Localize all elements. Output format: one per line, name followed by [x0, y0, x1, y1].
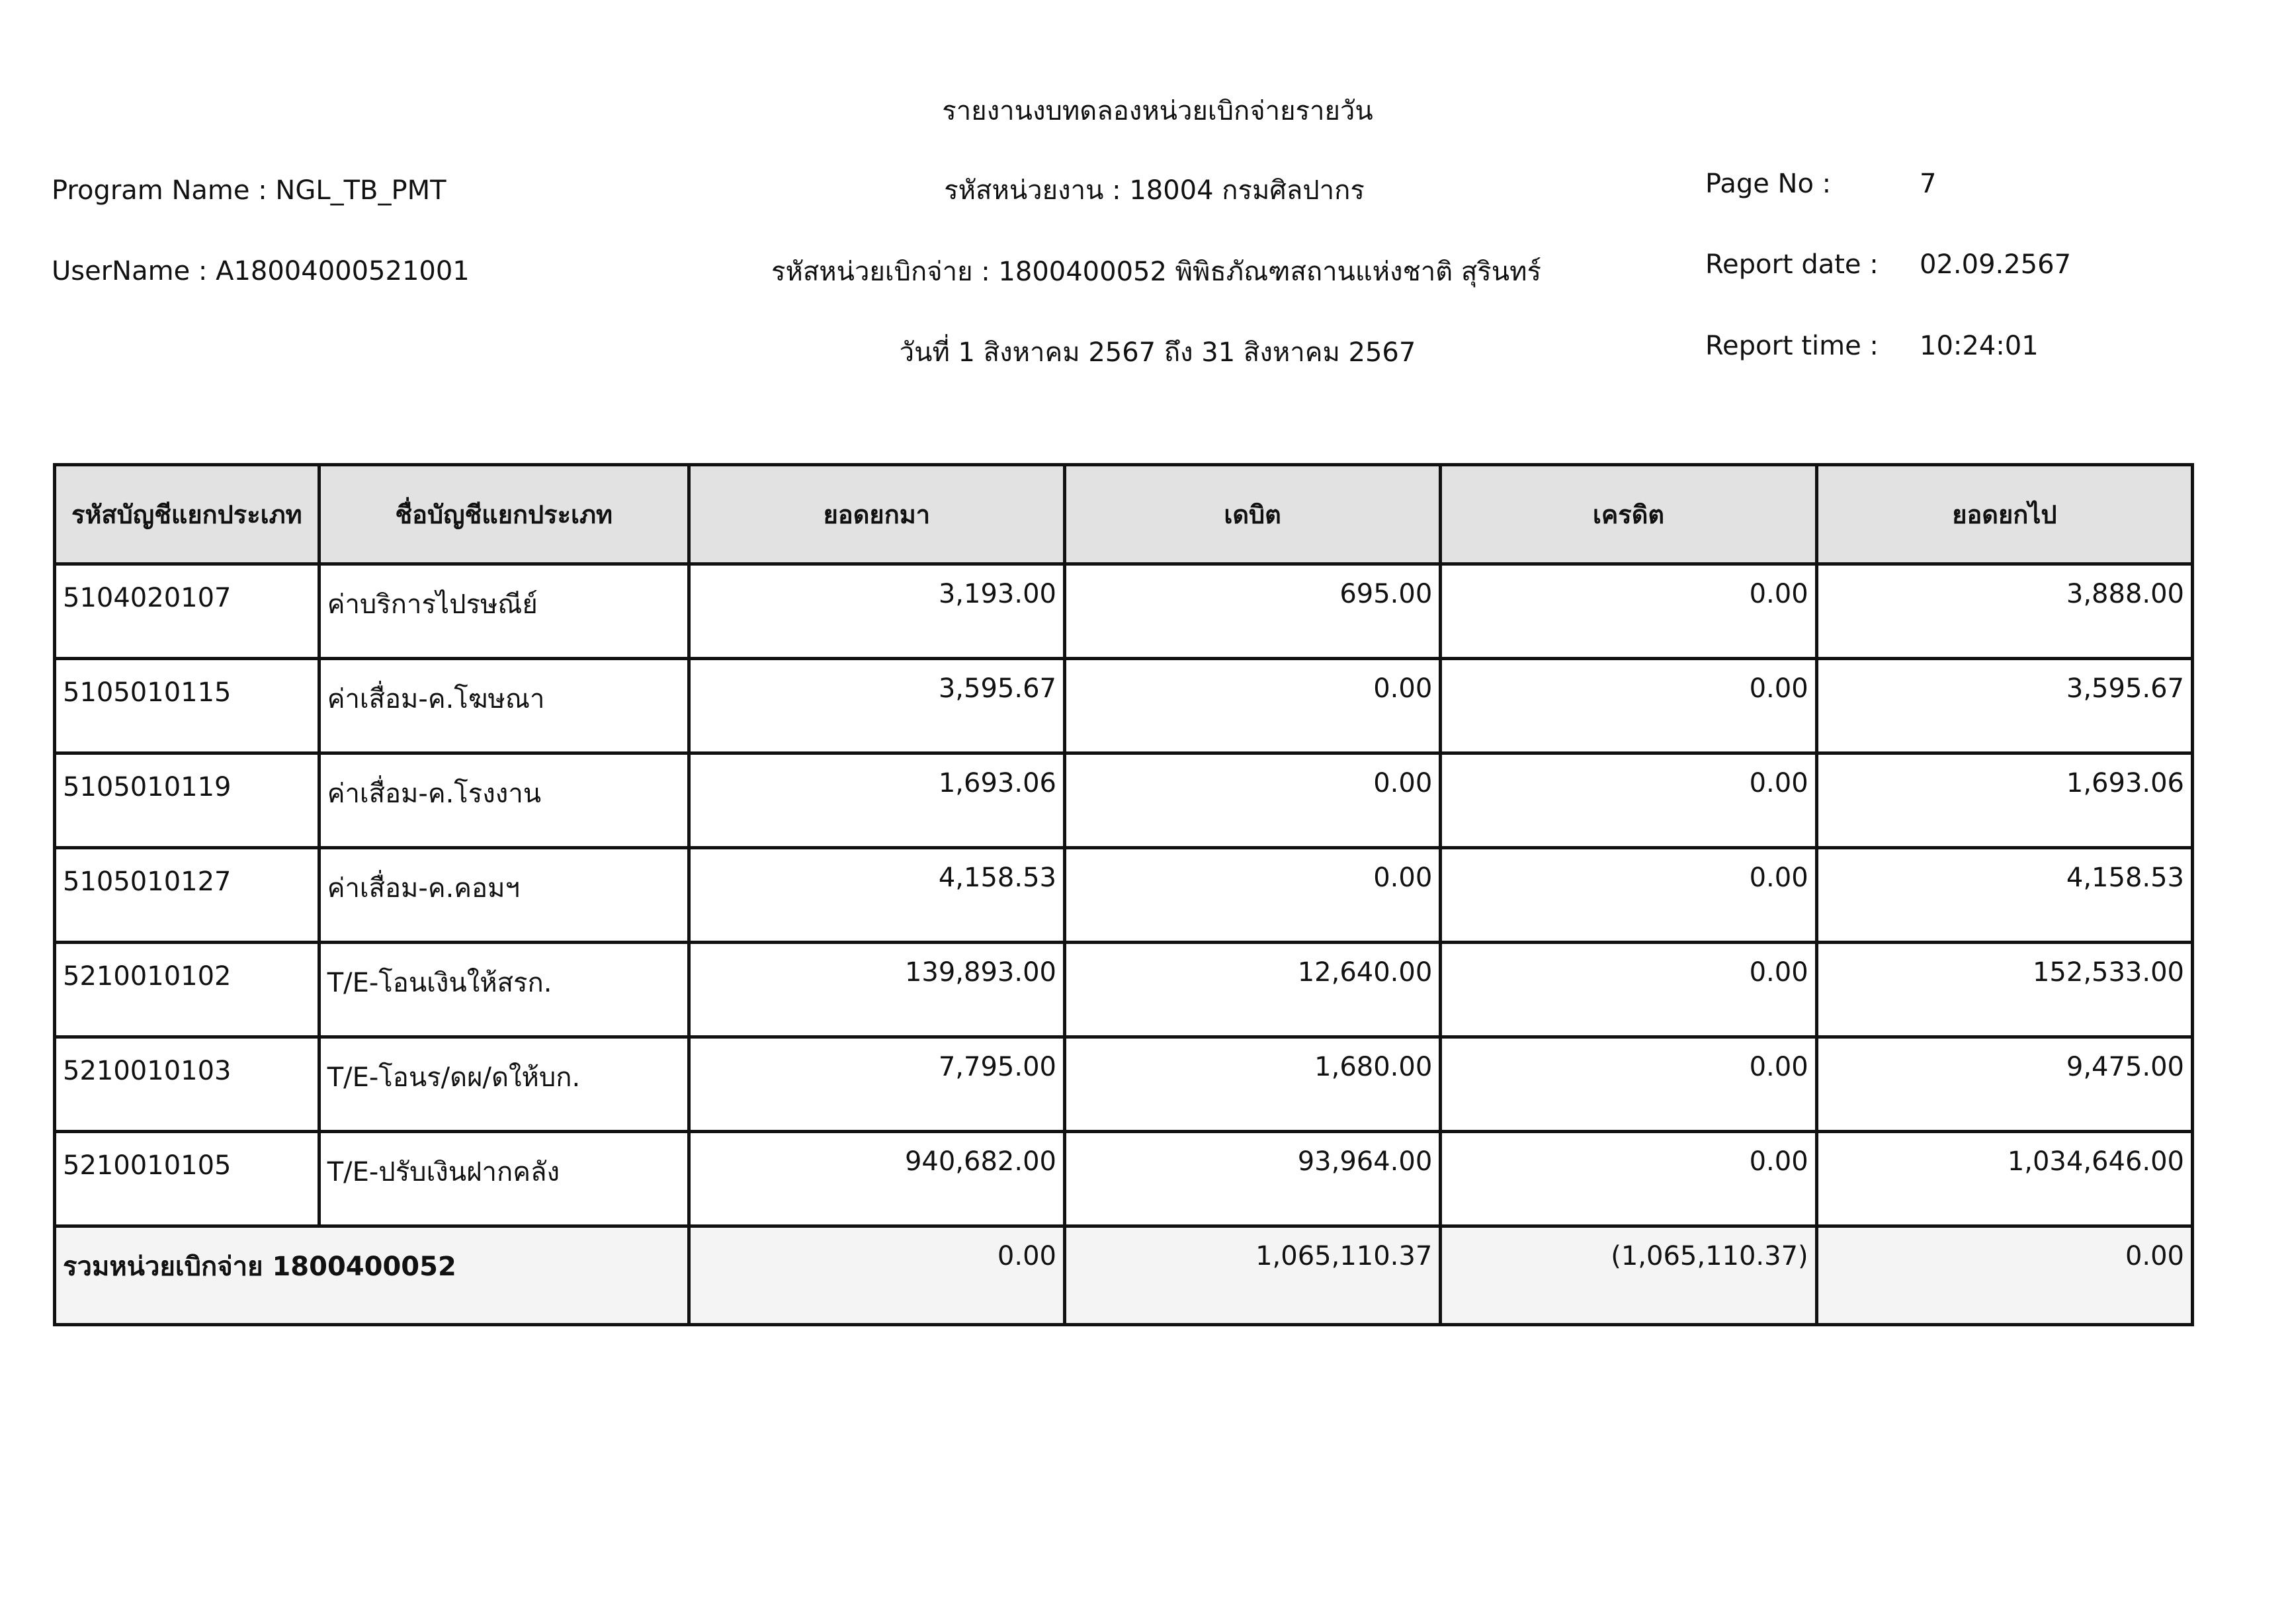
table-row: 5105010127 ค่าเสื่อม-ค.คอมฯ 4,158.53 0.00 0.… [53, 846, 2195, 944]
page-no-label: Page No : [1705, 169, 1832, 199]
carried-forward: 9,475.00 [1814, 1035, 2195, 1133]
debit: 12,640.00 [1062, 941, 1443, 1039]
brought-forward: 940,682.00 [687, 1130, 1066, 1228]
report-date: 02.09.2567 [1920, 249, 2072, 280]
debit: 695.00 [1062, 562, 1443, 660]
account-code: 5105010115 [53, 657, 321, 755]
column-header: เดบิต [1062, 463, 1443, 566]
carried-forward: 3,888.00 [1814, 562, 2195, 660]
credit: 0.00 [1439, 657, 1818, 755]
report-title: รายงานงบทดลองหน่วยเบิกจ่ายรายวัน [942, 96, 1373, 126]
table-row: 5210010103 T/E-โอนร/ดผ/ดให้บก. 7,795.00 1,6… [53, 1035, 2195, 1133]
account-name: T/E-ปรับเงินฝากคลัง [317, 1130, 691, 1228]
credit: 0.00 [1439, 1130, 1818, 1228]
disbursing-unit: รหัสหน่วยเบิกจ่าย : 1800400052 พิพิธภัณฑ… [771, 257, 1541, 287]
debit: 0.00 [1062, 657, 1443, 755]
account-name: T/E-โอนเงินให้สรก. [317, 941, 691, 1039]
account-code: 5210010102 [53, 941, 321, 1039]
carried-forward: 152,533.00 [1814, 941, 2195, 1039]
page-no: 7 [1920, 169, 1937, 199]
column-header: เครดิต [1439, 463, 1818, 566]
account-name: ค่าบริการไปรษณีย์ [317, 562, 691, 660]
account-name: ค่าเสื่อม-ค.โรงงาน [317, 751, 691, 849]
debit: 0.00 [1062, 751, 1443, 849]
credit: 0.00 [1439, 751, 1818, 849]
column-header: ยอดยกไป [1814, 463, 2195, 566]
table-row: 5210010105 T/E-ปรับเงินฝากคลัง 940,682.00 9… [53, 1130, 2195, 1228]
report-time-label: Report time : [1705, 331, 1879, 361]
account-name: ค่าเสื่อม-ค.โฆษณา [317, 657, 691, 755]
brought-forward: 3,595.67 [687, 657, 1066, 755]
carried-forward: 1,034,646.00 [1814, 1130, 2195, 1228]
total-credit: (1,065,110.37) [1439, 1224, 1818, 1326]
column-header: ชื่อบัญชีแยกประเภท [317, 463, 691, 566]
brought-forward: 7,795.00 [687, 1035, 1066, 1133]
column-header: ยอดยกมา [687, 463, 1066, 566]
agency: รหัสหน่วยงาน : 18004 กรมศิลปากร [944, 175, 1365, 206]
brought-forward: 4,158.53 [687, 846, 1066, 944]
table-row: 5105010115 ค่าเสื่อม-ค.โฆษณา 3,595.67 0.00 0… [53, 657, 2195, 755]
total-carried-forward: 0.00 [1814, 1224, 2195, 1326]
debit: 0.00 [1062, 846, 1443, 944]
table-row: 5210010102 T/E-โอนเงินให้สรก. 139,893.00 12… [53, 941, 2195, 1039]
table-row: 5105010119 ค่าเสื่อม-ค.โรงงาน 1,693.06 0.00… [53, 751, 2195, 849]
account-code: 5210010103 [53, 1035, 321, 1133]
brought-forward: 3,193.00 [687, 562, 1066, 660]
account-name: T/E-โอนร/ดผ/ดให้บก. [317, 1035, 691, 1133]
brought-forward: 139,893.00 [687, 941, 1066, 1039]
carried-forward: 3,595.67 [1814, 657, 2195, 755]
account-name: ค่าเสื่อม-ค.คอมฯ [317, 846, 691, 944]
program-name: Program Name : NGL_TB_PMT [52, 175, 446, 206]
total-row: รวมหน่วยเบิกจ่าย 1800400052 0.00 1,065,110… [53, 1224, 2195, 1326]
account-code: 5105010119 [53, 751, 321, 849]
carried-forward: 1,693.06 [1814, 751, 2195, 849]
credit: 0.00 [1439, 846, 1818, 944]
account-code: 5105010127 [53, 846, 321, 944]
user-name: UserName : A18004000521001 [52, 256, 470, 286]
report-time: 10:24:01 [1920, 331, 2039, 361]
debit: 1,680.00 [1062, 1035, 1443, 1133]
table-row: 5104020107 ค่าบริการไปรษณีย์ 3,193.00 695.0… [53, 562, 2195, 660]
date-range: วันที่ 1 สิงหาคม 2567 ถึง 31 สิงหาคม 256… [899, 337, 1416, 368]
credit: 0.00 [1439, 1035, 1818, 1133]
total-label: รวมหน่วยเบิกจ่าย 1800400052 [53, 1224, 691, 1326]
debit: 93,964.00 [1062, 1130, 1443, 1228]
account-code: 5210010105 [53, 1130, 321, 1228]
total-brought-forward: 0.00 [687, 1224, 1066, 1326]
account-code: 5104020107 [53, 562, 321, 660]
brought-forward: 1,693.06 [687, 751, 1066, 849]
carried-forward: 4,158.53 [1814, 846, 2195, 944]
total-debit: 1,065,110.37 [1062, 1224, 1443, 1326]
report-date-label: Report date : [1705, 249, 1879, 280]
table-header-row: รหัสบัญชีแยกประเภท ชื่อบัญชีแยกประเภท ยอดย… [53, 463, 2195, 566]
trial-balance-table: รหัสบัญชีแยกประเภท ชื่อบัญชีแยกประเภท ยอดย… [53, 463, 2195, 1326]
credit: 0.00 [1439, 941, 1818, 1039]
credit: 0.00 [1439, 562, 1818, 660]
column-header: รหัสบัญชีแยกประเภท [53, 463, 321, 566]
